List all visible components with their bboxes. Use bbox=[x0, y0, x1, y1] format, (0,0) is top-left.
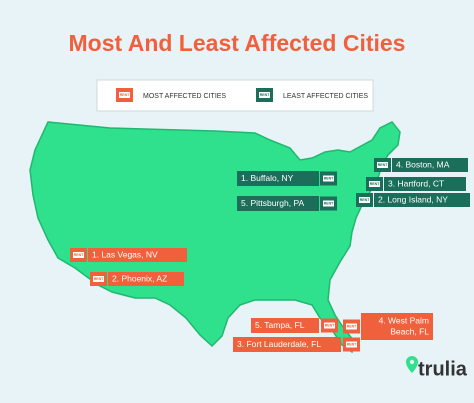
city-label: 3. Hartford, CT bbox=[384, 177, 466, 191]
city-name: Beach, FL bbox=[390, 326, 429, 336]
icon-text: RENT bbox=[378, 163, 388, 167]
rent-icon: RENT bbox=[256, 88, 273, 102]
rent-icon: RENT bbox=[374, 158, 391, 172]
city-label: 1. Las Vegas, NV bbox=[88, 248, 187, 262]
logo-text: trulia bbox=[418, 358, 468, 380]
city-name: 1. Las Vegas, NV bbox=[92, 249, 158, 259]
legend-most: MOST AFFECTED CITIES bbox=[143, 93, 226, 100]
city-label: 4. Boston, MA bbox=[392, 158, 468, 172]
rent-icon: RENT bbox=[356, 193, 373, 207]
icon-sign bbox=[377, 162, 388, 168]
legend-box bbox=[96, 79, 374, 112]
icon-text: RENT bbox=[324, 177, 334, 181]
label-box bbox=[237, 196, 319, 211]
icon-sign bbox=[359, 197, 370, 203]
label-box bbox=[237, 171, 319, 186]
title: Most And Least Affected Cities bbox=[69, 30, 406, 56]
label-box bbox=[361, 313, 433, 340]
logo-pin-dot bbox=[409, 359, 415, 365]
label-box bbox=[251, 318, 319, 333]
logo-pin bbox=[406, 356, 418, 373]
rent-icon: RENT bbox=[343, 319, 360, 334]
city-label: 2. Phoenix, AZ bbox=[108, 272, 184, 286]
rent-icon: RENT bbox=[320, 171, 337, 186]
icon-sign bbox=[119, 92, 130, 98]
label-box bbox=[88, 248, 187, 262]
icon-text: RENT bbox=[324, 202, 334, 206]
rent-icon: RENT bbox=[70, 248, 87, 262]
city-name: 5. Tampa, FL bbox=[255, 320, 305, 330]
icon-sign bbox=[346, 323, 357, 330]
icon-sign bbox=[73, 252, 84, 258]
icon-sign bbox=[93, 276, 104, 282]
icon-sign bbox=[324, 322, 335, 329]
legend: MOST AFFECTED CITIES LEAST AFFECTED CITI… bbox=[96, 79, 374, 112]
rent-icon: RENT bbox=[320, 196, 337, 211]
label-box bbox=[108, 272, 184, 286]
logo: trulia bbox=[406, 356, 468, 380]
city-label: 2. Long Island, NY bbox=[374, 193, 470, 207]
icon-text: RENT bbox=[347, 343, 357, 347]
icon-text: RENT bbox=[347, 325, 357, 329]
rent-icon: RENT bbox=[90, 272, 107, 286]
icon-sign bbox=[323, 175, 334, 182]
icon-text: RENT bbox=[94, 277, 104, 281]
icon-text: RENT bbox=[120, 93, 130, 97]
icon-sign bbox=[346, 341, 357, 348]
city-label: 3. Fort Lauderdale, FL bbox=[233, 337, 341, 352]
rent-icon: RENT bbox=[116, 88, 133, 102]
city-name: 2. Phoenix, AZ bbox=[112, 273, 167, 283]
city-label: 1. Buffalo, NY bbox=[237, 171, 319, 186]
city-label: 5. Tampa, FL bbox=[251, 318, 319, 333]
city-name: 3. Fort Lauderdale, FL bbox=[237, 339, 321, 349]
icon-text: RENT bbox=[360, 198, 370, 202]
label-box bbox=[233, 337, 341, 352]
city-name: 1. Buffalo, NY bbox=[241, 173, 294, 183]
icon-text: RENT bbox=[370, 182, 380, 186]
label-box bbox=[392, 158, 468, 172]
city-name: 4. Boston, MA bbox=[396, 159, 450, 169]
legend-least: LEAST AFFECTED CITIES bbox=[283, 93, 368, 100]
city-name: 2. Long Island, NY bbox=[378, 194, 448, 204]
icon-sign bbox=[323, 200, 334, 207]
icon-sign bbox=[259, 92, 270, 98]
rent-icon: RENT bbox=[343, 337, 360, 352]
city-label: 5. Pittsburgh, PA bbox=[237, 196, 319, 211]
city-name: 3. Hartford, CT bbox=[388, 178, 444, 188]
rent-icon: RENT bbox=[321, 318, 338, 333]
icon-text: RENT bbox=[260, 93, 270, 97]
icon-sign bbox=[369, 181, 380, 187]
rent-icon: RENT bbox=[366, 177, 383, 191]
city-name: 5. Pittsburgh, PA bbox=[241, 198, 304, 208]
city-name: 4. West Palm bbox=[379, 315, 429, 325]
label-box bbox=[374, 193, 470, 207]
icon-text: RENT bbox=[325, 324, 335, 328]
icon-text: RENT bbox=[74, 253, 84, 257]
label-box bbox=[384, 177, 466, 191]
